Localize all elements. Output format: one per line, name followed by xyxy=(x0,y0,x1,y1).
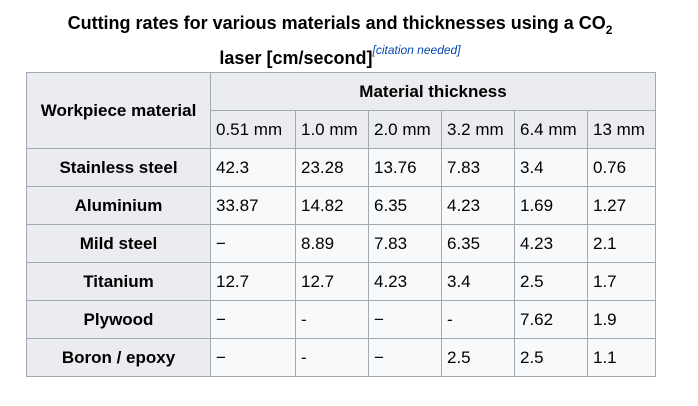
cell: − xyxy=(210,224,296,263)
table-row: Stainless steel 42.3 23.28 13.76 7.83 3.4 0.76 xyxy=(26,148,656,187)
table-row: Plywood − - − -7.62 1.9 xyxy=(26,300,656,339)
row-header: Stainless steel xyxy=(26,148,211,187)
cell: − xyxy=(210,338,296,377)
cell: 1.27 xyxy=(587,186,656,225)
cell: 8.89 xyxy=(295,224,369,263)
cell: 7.62 xyxy=(514,300,588,339)
caption-line: laser [cm/second] xyxy=(219,48,373,68)
row-header: Boron / epoxy xyxy=(26,338,211,377)
cell: 1.1 xyxy=(587,338,656,377)
table-row: Boron / epoxy − - −2.5 2.5 1.1 xyxy=(26,338,656,377)
cell: 2.5 xyxy=(514,262,588,301)
table-row: Titanium 12.7 12.7 4.23 3.4 2.5 1.7 xyxy=(26,262,656,301)
cell: 1.7 xyxy=(587,262,656,301)
cell: 4.23 xyxy=(441,186,515,225)
column-header: 13 mm xyxy=(587,110,656,149)
cell: 2.1 xyxy=(587,224,656,263)
cell: − xyxy=(368,300,442,339)
cell: 6.35 xyxy=(441,224,515,263)
table-row: Mild steel −8.89 7.83 6.35 4.23 2.1 xyxy=(26,224,656,263)
cell: 7.83 xyxy=(368,224,442,263)
row-label-header: Workpiece material xyxy=(26,72,211,149)
caption-subscript: 2 xyxy=(605,23,613,37)
caption: Cutting rates for various materials and … xyxy=(0,6,680,76)
cell: 12.7 xyxy=(295,262,369,301)
cell: 1.69 xyxy=(514,186,588,225)
row-header: Mild steel xyxy=(26,224,211,263)
cell: 3.4 xyxy=(441,262,515,301)
cell: 4.23 xyxy=(368,262,442,301)
group-header: Material thickness xyxy=(210,72,656,111)
column-header: 3.2 mm xyxy=(441,110,515,149)
citation-note[interactable]: [citation needed] xyxy=(372,43,461,57)
column-header: 1.0 mm xyxy=(295,110,369,149)
cell: 13.76 xyxy=(368,148,442,187)
cell: 2.5 xyxy=(514,338,588,377)
row-header: Titanium xyxy=(26,262,211,301)
column-header: 0.51 mm xyxy=(210,110,296,149)
cell: 0.76 xyxy=(587,148,656,187)
cell: 42.3 xyxy=(210,148,296,187)
row-header: Aluminium xyxy=(26,186,211,225)
cell: - xyxy=(441,300,515,339)
cell: 14.82 xyxy=(295,186,369,225)
table-row: Aluminium 33.87 14.82 6.35 4.23 1.69 1.27 xyxy=(26,186,656,225)
cell: 7.83 xyxy=(441,148,515,187)
cell: 3.4 xyxy=(514,148,588,187)
cell: 6.35 xyxy=(368,186,442,225)
caption-line: Cutting rates for various materials and … xyxy=(67,13,606,33)
cell: 4.23 xyxy=(514,224,588,263)
cell: − xyxy=(368,338,442,377)
data-table: Workpiece material Material thickness 0.… xyxy=(26,72,656,377)
cell: - xyxy=(295,338,369,377)
column-header: 6.4 mm xyxy=(514,110,588,149)
cell: 12.7 xyxy=(210,262,296,301)
row-header: Plywood xyxy=(26,300,211,339)
cell: 33.87 xyxy=(210,186,296,225)
cell: − xyxy=(210,300,296,339)
column-header: 2.0 mm xyxy=(368,110,442,149)
cell: - xyxy=(295,300,369,339)
cell: 23.28 xyxy=(295,148,369,187)
cell: 2.5 xyxy=(441,338,515,377)
cell: 1.9 xyxy=(587,300,656,339)
